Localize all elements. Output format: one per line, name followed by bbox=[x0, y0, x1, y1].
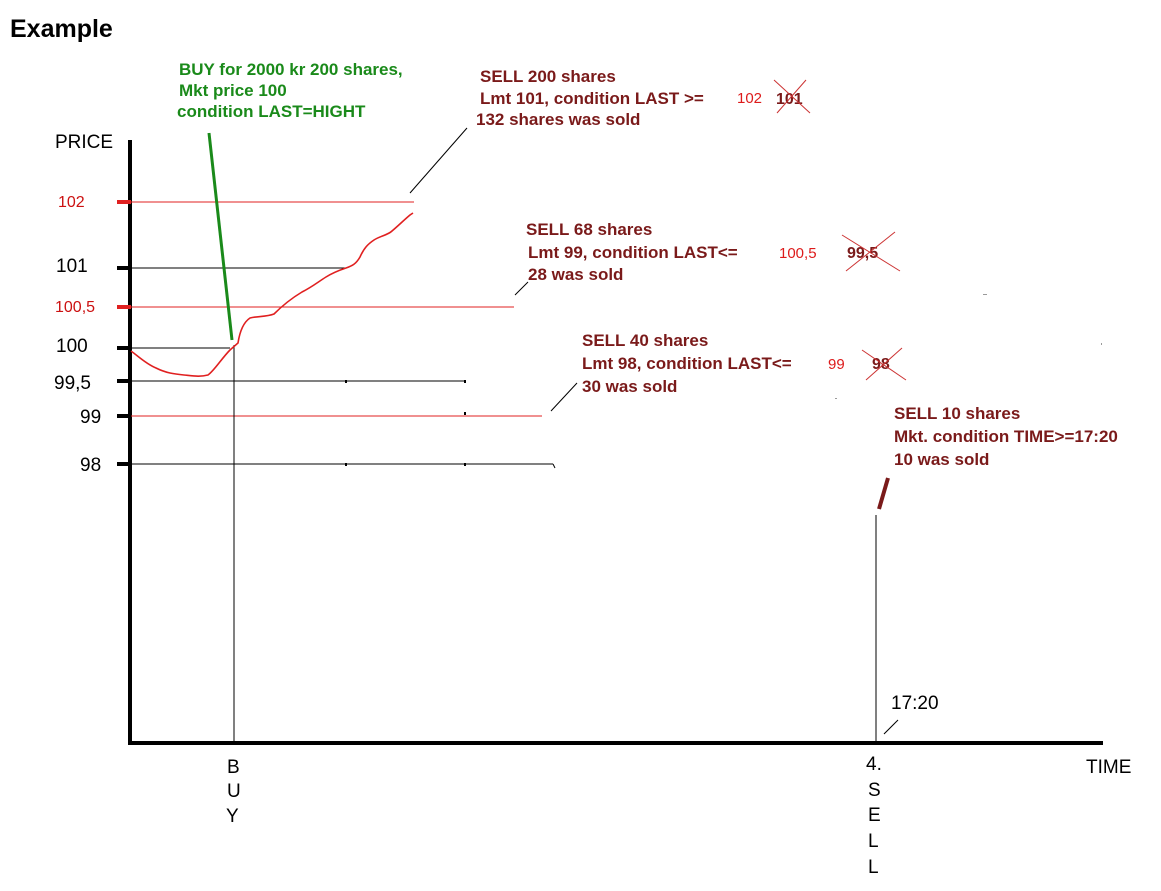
grid-dots bbox=[345, 380, 555, 744]
sell2-strike bbox=[841, 234, 901, 272]
sell2-strike bbox=[845, 231, 896, 272]
sell3-line-2: Lmt 98, condition LAST<= bbox=[582, 354, 792, 373]
sell1-pointer bbox=[409, 127, 468, 194]
buy-pointer bbox=[207, 132, 234, 341]
y-tick-label: 98 bbox=[80, 455, 101, 476]
sell2-value-old: 99,5 bbox=[847, 245, 878, 262]
y-tick-label: 102 bbox=[58, 194, 85, 211]
stray-marks bbox=[835, 294, 1102, 399]
buy-axis-letter: B bbox=[227, 757, 240, 778]
sell4-axis-letter: S bbox=[868, 780, 881, 801]
sell3-line-1: SELL 40 shares bbox=[582, 331, 708, 350]
sell2-pointer bbox=[514, 281, 529, 296]
y-tick-label: 100 bbox=[56, 336, 88, 357]
sell2-line-2: Lmt 99, condition LAST<= bbox=[528, 243, 738, 262]
page-title: Example bbox=[10, 15, 113, 43]
sell3-strike bbox=[861, 349, 907, 381]
buy-line-3: condition LAST=HIGHT bbox=[177, 102, 366, 121]
y-tick-label: 100,5 bbox=[55, 299, 95, 316]
sell1-line-2: Lmt 101, condition LAST >= bbox=[480, 89, 704, 108]
buy-line-2: Mkt price 100 bbox=[179, 81, 287, 100]
sell4-pointer bbox=[877, 477, 890, 510]
time-label-pointer bbox=[883, 719, 899, 735]
price-curve bbox=[130, 212, 414, 377]
x-axis-label: TIME bbox=[1086, 757, 1131, 778]
sell4-line-1: SELL 10 shares bbox=[894, 404, 1020, 423]
y-tick-label: 101 bbox=[56, 256, 88, 277]
y-tick-label: 99 bbox=[80, 407, 101, 428]
sell2-line-1: SELL 68 shares bbox=[526, 220, 652, 239]
sell1-value-new: 102 bbox=[737, 90, 762, 107]
buy-line-1: BUY for 2000 kr 200 shares, bbox=[179, 60, 403, 79]
sell4-axis-letter: E bbox=[868, 805, 881, 826]
sell4-axis-letter: L bbox=[868, 831, 879, 852]
sell4-axis-letter: 4. bbox=[866, 754, 882, 775]
sell3-strike bbox=[865, 347, 903, 381]
y-axis-label: PRICE bbox=[55, 132, 113, 153]
sell4-line-3: 10 was sold bbox=[894, 450, 989, 469]
sell2-value-new: 100,5 bbox=[779, 245, 817, 262]
sell3-line-3: 30 was sold bbox=[582, 377, 677, 396]
buy-axis-letter: Y bbox=[226, 806, 239, 827]
sell1-line-1: SELL 200 shares bbox=[480, 67, 616, 86]
sell1-line-3: 132 shares was sold bbox=[476, 110, 640, 129]
sell2-line-3: 28 was sold bbox=[528, 265, 623, 284]
sell3-pointer bbox=[550, 382, 578, 412]
y-tick-label: 99,5 bbox=[54, 373, 91, 394]
sell4-time-label: 17:20 bbox=[891, 693, 939, 714]
buy-axis-letter: U bbox=[227, 781, 241, 802]
sell1-strike bbox=[776, 79, 807, 114]
sell4-line-2: Mkt. condition TIME>=17:20 bbox=[894, 427, 1118, 446]
sell3-value-new: 99 bbox=[828, 356, 845, 373]
sell4-axis-letter: L bbox=[868, 857, 879, 878]
